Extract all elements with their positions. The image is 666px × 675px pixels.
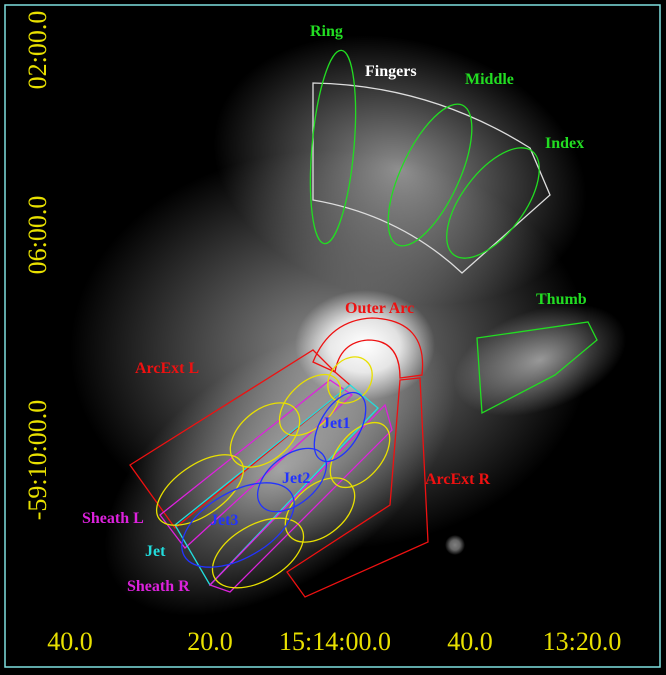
region-label: Jet3	[210, 512, 238, 529]
sheath-l-region	[159, 379, 354, 549]
y-tick-label: 06:00.0	[23, 196, 52, 275]
arcext-r-region	[286, 377, 429, 598]
x-tick-label: 20.0	[187, 627, 233, 656]
region-label: Middle	[465, 71, 514, 88]
region-label: Sheath L	[82, 510, 144, 527]
region-label: ArcExt L	[135, 360, 199, 377]
yellow-regions	[155, 356, 391, 589]
y-tick-label: -59:10:00.0	[23, 400, 52, 521]
region-label: Ring	[310, 23, 343, 40]
x-tick-label: 40.0	[447, 627, 493, 656]
index-region	[446, 147, 540, 259]
ring-region	[309, 49, 357, 245]
region-label: Index	[545, 135, 584, 152]
jet3-region	[181, 482, 295, 568]
jet1-region	[313, 391, 367, 463]
region-label: Jet1	[322, 415, 350, 432]
x-tick-label: 40.0	[47, 627, 93, 656]
middle-region	[387, 103, 473, 247]
jet-region	[174, 384, 379, 587]
region-label: Sheath R	[127, 578, 190, 595]
region-label: Fingers	[365, 63, 417, 80]
outer-arc-region	[312, 317, 424, 379]
x-tick-label: 13:20.0	[543, 627, 622, 656]
thumb-region	[476, 321, 598, 415]
region-label: Jet2	[282, 470, 310, 487]
fingers-region	[312, 82, 551, 274]
region-label: Jet	[145, 543, 166, 560]
x-tick-label: 15:14:00.0	[279, 627, 391, 656]
arcext-l-region	[129, 349, 352, 529]
region-label: Outer Arc	[345, 300, 414, 317]
jet2-region	[257, 447, 327, 513]
region-label: ArcExt R	[425, 471, 490, 488]
frame	[4, 4, 661, 668]
regions	[129, 49, 598, 598]
y-tick-label: 02:00.0	[23, 11, 52, 90]
region-label: Thumb	[536, 291, 587, 308]
